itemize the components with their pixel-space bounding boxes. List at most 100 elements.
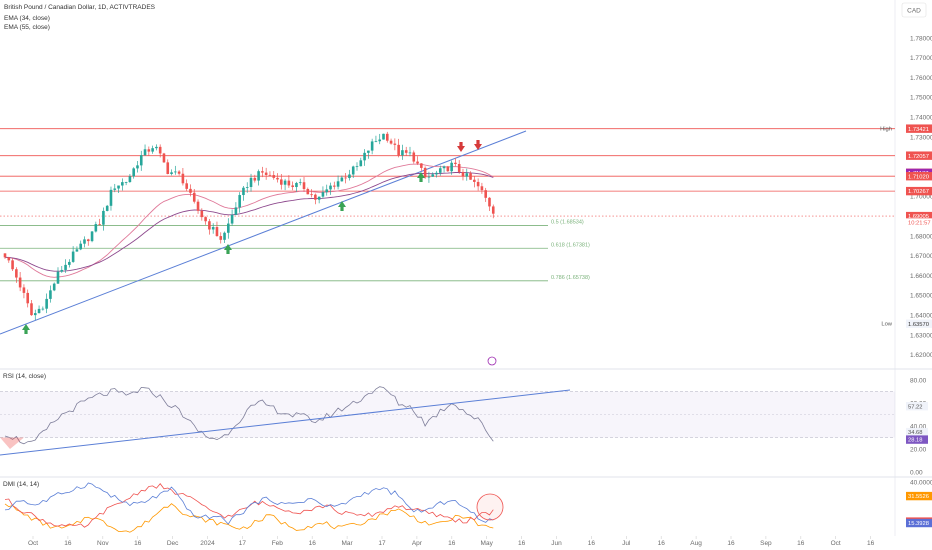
candle-body [329,185,332,190]
badge-value: 1.70267 [908,189,929,195]
price-badge: 10:21:57 [906,218,932,227]
candle [401,144,404,160]
candle-body [22,287,26,293]
candle [491,204,495,219]
candle [332,181,336,190]
time-tick-label: 17 [378,540,386,547]
candle-body [177,171,181,174]
price-tick-label: 1.66000 [910,273,932,280]
candle-body [367,150,370,153]
candle [397,138,400,158]
candle-body [204,217,207,222]
candle-body [147,149,151,152]
candle [355,162,359,171]
time-tick-label: 16 [309,540,317,547]
badge-value: 1.73421 [908,127,929,133]
candle [102,207,105,231]
rsi-line [4,386,494,445]
candle [71,246,75,263]
ema55-legend: EMA (55, close) [4,24,50,31]
time-tick-label: 16 [658,540,666,547]
trend-line[interactable] [0,130,527,335]
candle-body [230,214,234,224]
candle [211,223,215,234]
price-tick-label: 1.64000 [910,313,932,320]
price-tick-label: 1.75000 [910,95,932,102]
candle-body [344,177,347,179]
candle [79,240,82,251]
candle-body [215,227,219,237]
rsi-trend-line[interactable] [0,389,571,456]
candle [166,159,170,175]
candle-body [408,152,412,154]
price-badge: 1.69005 [906,211,932,221]
candle-body [11,260,14,270]
price-tick-label: 1.62000 [910,352,932,359]
candle-body [98,224,101,225]
badge-label: Low [881,322,892,328]
candle-body [185,183,188,189]
candle-body [276,177,279,180]
candle-body [401,150,404,156]
candle-body [351,166,355,175]
candle-body [189,188,192,193]
candle-body [45,298,48,309]
candle [22,284,26,299]
time-tick-label: Nov [97,540,109,547]
candle [245,182,249,193]
candle [117,185,120,193]
candle-body [427,176,431,178]
candle [204,216,207,225]
up-arrow-icon [22,324,30,334]
candle [98,218,101,226]
candle-body [90,231,94,242]
candle [306,187,310,195]
price-badge: 1.72057 [906,151,932,160]
candle [264,167,268,180]
time-tick-label: Feb [272,540,284,547]
candle-body [162,153,166,163]
candle-body [321,192,325,197]
price-badge: Low 1.63570 [881,319,932,328]
candle-body [423,167,427,178]
candle [3,253,7,259]
candle [223,231,226,243]
candle [336,175,340,190]
candle [480,182,484,194]
badge-bg [906,218,932,227]
candle-body [166,162,170,174]
candle-body [325,189,329,193]
candle [30,299,33,316]
candle [431,172,435,177]
candle [143,144,147,156]
candle [113,183,117,193]
candle-body [412,152,416,162]
candle-body [359,160,363,167]
candle-body [49,290,52,299]
rsi-tick-label: 0.00 [910,469,923,476]
candle [41,306,45,311]
candle-body [41,308,45,310]
time-tick-label: 16 [518,540,526,547]
candle [329,182,332,195]
currency-button[interactable] [901,2,927,18]
time-tick-label: 16 [64,540,72,547]
candle [121,178,124,191]
event-marker-icon[interactable] [487,356,497,366]
candle-body [227,223,230,233]
candle-body [446,166,450,172]
candle-body [465,173,469,177]
candle [473,176,476,188]
time-tick-label: Dec [167,540,179,547]
candle-body [253,177,257,181]
candle [257,169,260,186]
price-tick-label: 1.78000 [910,35,932,42]
candle-body [196,201,200,211]
candle-body [219,236,223,240]
time-tick-label: Jun [551,540,562,547]
ema34-legend: EMA (34, close) [4,15,50,22]
rsi-badge-value: 57.22 [908,404,923,410]
candle [442,165,446,173]
candle [340,175,344,182]
